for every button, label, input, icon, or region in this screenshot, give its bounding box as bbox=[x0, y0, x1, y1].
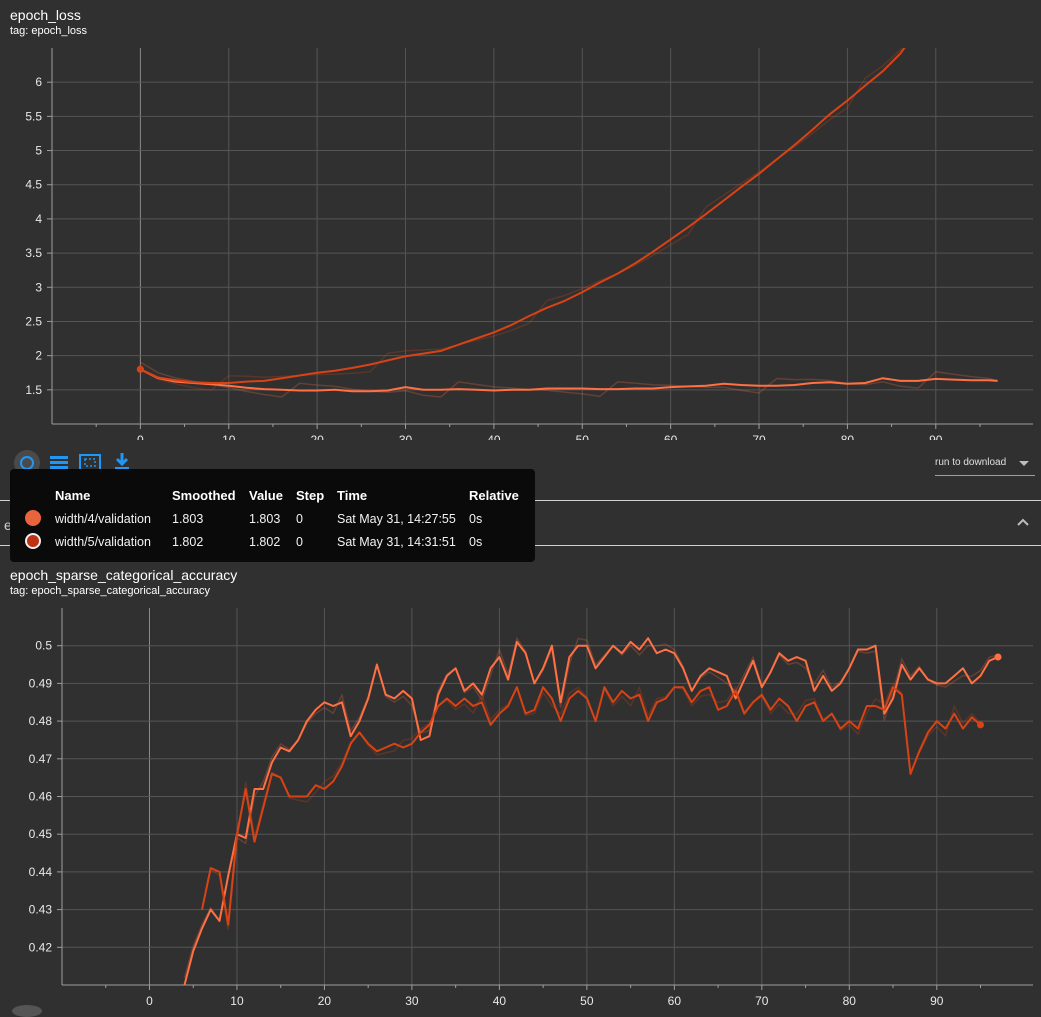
download-icon[interactable] bbox=[110, 450, 134, 474]
x-tick-label: 90 bbox=[930, 994, 944, 1008]
x-tick-label: 20 bbox=[318, 994, 332, 1008]
series-end-point[interactable] bbox=[994, 653, 1002, 661]
y-tick-label: 0.42 bbox=[29, 940, 53, 954]
tooltip-col-step: Step bbox=[296, 488, 325, 503]
tooltip-col-name: Name bbox=[55, 488, 91, 503]
x-tick-label: 20 bbox=[310, 433, 324, 440]
toggle-log-scale-icon[interactable] bbox=[48, 450, 72, 474]
tooltip-col-smoothed: Smoothed bbox=[172, 488, 236, 503]
series-end-point[interactable] bbox=[977, 721, 985, 729]
accuracy-chart-title: epoch_sparse_categorical_accuracy bbox=[10, 567, 238, 583]
y-tick-label: 4.5 bbox=[25, 178, 42, 192]
fit-domain-icon[interactable] bbox=[12, 1005, 42, 1017]
y-tick-label: 4 bbox=[35, 212, 42, 226]
y-tick-label: 2.5 bbox=[25, 314, 42, 328]
x-tick-label: 0 bbox=[146, 994, 153, 1008]
series-raw-line bbox=[183, 636, 999, 978]
accuracy-line-chart[interactable]: 0 10 20 30 40 50 60 70 80 90 0.42 0.43 0.44 0.45 0.46 0… bbox=[0, 608, 1041, 1011]
y-tick-label: 0.5 bbox=[35, 639, 52, 653]
tooltip-row-time: Sat May 31, 14:27:55 bbox=[337, 512, 456, 526]
tooltip-row-step: 0 bbox=[296, 512, 303, 526]
x-tick-label: 60 bbox=[668, 994, 682, 1008]
hover-point[interactable] bbox=[136, 365, 144, 373]
tooltip-row-value: 1.803 bbox=[249, 512, 281, 526]
y-tick-label: 0.45 bbox=[29, 827, 53, 841]
run-color-swatch bbox=[25, 533, 41, 549]
run-to-download-label: run to download bbox=[935, 457, 1007, 468]
tooltip-row-smoothed: 1.802 bbox=[172, 535, 204, 549]
x-tick-label: 0 bbox=[137, 433, 144, 440]
y-tick-label: 3 bbox=[35, 280, 42, 294]
series-line[interactable] bbox=[139, 48, 909, 384]
y-tick-label: 2 bbox=[35, 349, 42, 363]
x-tick-label: 80 bbox=[843, 994, 857, 1008]
tooltip-row-smoothed: 1.803 bbox=[172, 512, 204, 526]
y-tick-label: 0.47 bbox=[29, 752, 53, 766]
y-tick-label: 0.49 bbox=[29, 676, 53, 690]
chevron-down-icon bbox=[1019, 461, 1029, 466]
tooltip-row-name: width/5/validation bbox=[55, 535, 151, 549]
x-tick-label: 40 bbox=[493, 994, 507, 1008]
tooltip-row-name: width/4/validation bbox=[55, 512, 151, 526]
y-tick-label: 0.43 bbox=[29, 903, 53, 917]
x-tick-label: 10 bbox=[222, 433, 236, 440]
chevron-up-icon[interactable] bbox=[1016, 517, 1030, 527]
loss-chart-title: epoch_loss bbox=[10, 7, 81, 23]
tooltip-row-relative: 0s bbox=[469, 512, 483, 526]
run-to-download-select[interactable]: run to download bbox=[935, 453, 1035, 476]
x-tick-label: 40 bbox=[487, 433, 501, 440]
y-tick-label: 3.5 bbox=[25, 246, 42, 260]
run-color-swatch bbox=[25, 510, 41, 526]
y-tick-label: 6 bbox=[35, 75, 42, 89]
tooltip-row-value: 1.802 bbox=[249, 535, 281, 549]
x-tick-label: 70 bbox=[755, 994, 769, 1008]
tooltip-row-relative: 0s bbox=[469, 535, 483, 549]
y-tick-label: 5 bbox=[35, 144, 42, 158]
x-tick-label: 50 bbox=[580, 994, 594, 1008]
x-tick-label: 50 bbox=[576, 433, 590, 440]
tooltip-col-relative: Relative bbox=[469, 488, 519, 503]
x-tick-label: 60 bbox=[664, 433, 678, 440]
tooltip-row-time: Sat May 31, 14:31:51 bbox=[337, 535, 456, 549]
series-line[interactable] bbox=[201, 686, 982, 926]
hover-tooltip: Name Smoothed Value Step Time Relative w… bbox=[10, 469, 535, 562]
loss-line-chart[interactable]: 0 10 20 30 40 50 60 70 80 90 1.5 2 2.5 3 3.5 4 4.5 5 5.5 6 bbox=[0, 48, 1041, 440]
x-tick-label: 10 bbox=[230, 994, 244, 1008]
series-raw-line bbox=[201, 682, 982, 931]
tooltip-col-value: Value bbox=[249, 488, 283, 503]
tooltip-row-step: 0 bbox=[296, 535, 303, 549]
y-tick-label: 1.5 bbox=[25, 383, 42, 397]
x-tick-label: 80 bbox=[841, 433, 855, 440]
x-tick-label: 70 bbox=[752, 433, 766, 440]
series-line[interactable] bbox=[139, 368, 998, 393]
series-raw-line bbox=[140, 361, 998, 398]
x-tick-label: 30 bbox=[399, 433, 413, 440]
tooltip-col-time: Time bbox=[337, 488, 368, 503]
series-line[interactable] bbox=[183, 637, 999, 986]
loss-chart-tag: tag: epoch_loss bbox=[10, 25, 88, 37]
y-tick-label: 5.5 bbox=[25, 109, 42, 123]
x-tick-label: 90 bbox=[929, 433, 943, 440]
y-tick-label: 0.44 bbox=[29, 865, 53, 879]
accuracy-chart-tag: tag: epoch_sparse_categorical_accuracy bbox=[10, 585, 210, 597]
y-tick-label: 0.48 bbox=[29, 714, 53, 728]
x-tick-label: 30 bbox=[405, 994, 419, 1008]
y-tick-label: 0.46 bbox=[29, 790, 53, 804]
